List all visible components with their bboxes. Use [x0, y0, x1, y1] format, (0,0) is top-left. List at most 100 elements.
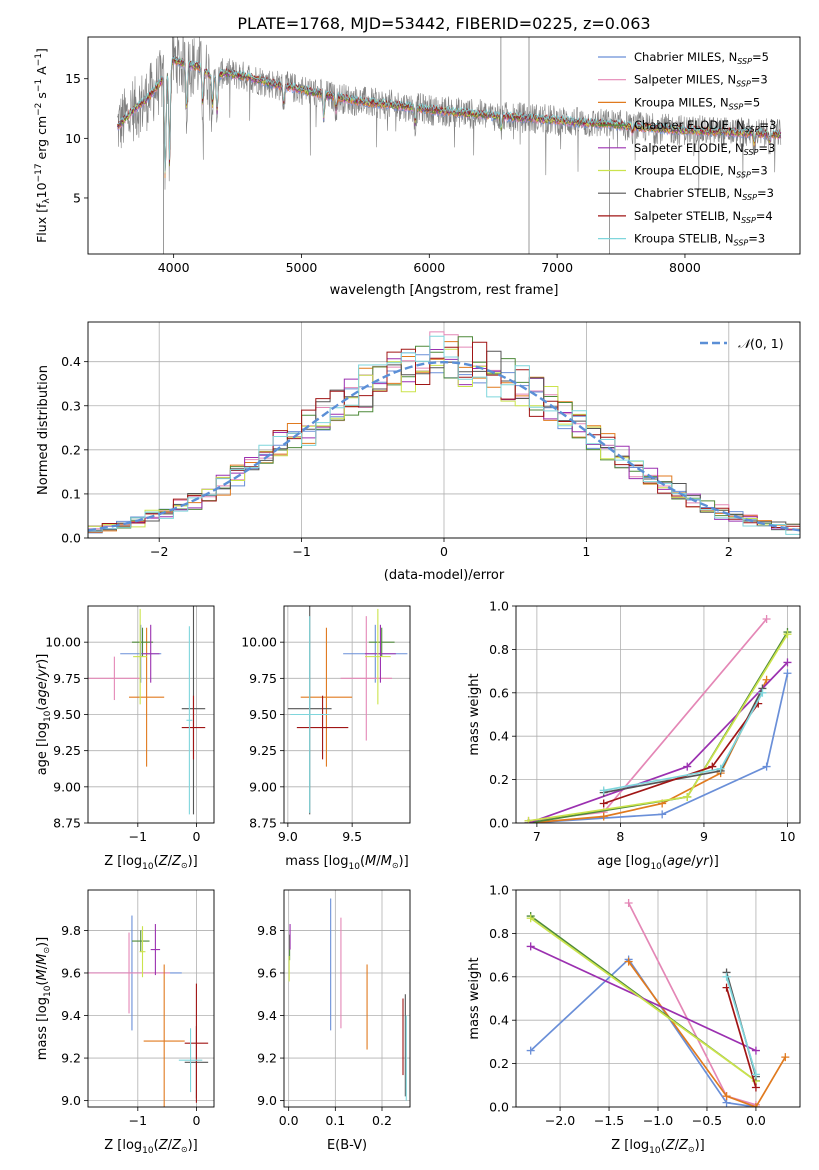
- label-part: SSP: [737, 57, 752, 66]
- mass-weight-marker: [708, 762, 717, 771]
- mass-weight-marker: [781, 1053, 790, 1062]
- y-tick-label: 0.0: [61, 531, 81, 546]
- mass-weight-marker: [758, 688, 767, 697]
- y-tick-label: 9.25: [249, 743, 277, 758]
- label-part: Z: [158, 1138, 169, 1153]
- label-part: age: [667, 854, 691, 869]
- age_vs_mass-panel: 9.0 9.5 8.75 9.00 9.25 9.50 9.75 10.00 mass [log…: [241, 605, 411, 872]
- label-part: =4: [756, 209, 773, 223]
- age_vs_Z-data: [88, 606, 206, 815]
- mass-weight-line: [530, 958, 757, 1107]
- mass-weight-line: [603, 692, 764, 792]
- x-tick-label: 8000: [669, 260, 701, 275]
- residuals-data: [88, 331, 800, 538]
- x-axis-label: age [log10(age/yr)]: [597, 854, 719, 872]
- label-part: age: [35, 681, 50, 705]
- label-part: SSP: [736, 80, 751, 89]
- label-part: yr: [35, 662, 50, 678]
- label-part: =3: [751, 164, 768, 178]
- label-part: −2: [34, 103, 44, 116]
- label-part: mass [log: [285, 854, 348, 869]
- y-tick-label: 9.00: [249, 779, 277, 794]
- y-tick-label: 9.2: [61, 1051, 81, 1066]
- label-part: Z: [158, 854, 169, 869]
- axes-frame: [283, 605, 411, 824]
- y-tick-label: 15: [65, 71, 81, 86]
- label-part: Z: [171, 1138, 182, 1153]
- y-tick-label: 1.0: [489, 883, 509, 898]
- label-part: 10: [142, 1146, 154, 1156]
- label-part: Chabrier ELODIE, N: [634, 118, 745, 132]
- label-part: Salpeter MILES, N: [634, 73, 736, 87]
- x-tick-label: 0.1: [325, 1113, 345, 1128]
- x-tick-label: 9: [700, 829, 708, 844]
- label-part: /: [691, 854, 696, 869]
- label-part: M: [381, 854, 392, 869]
- label-part: Chabrier STELIB, N: [634, 186, 742, 200]
- y-tick-label: 9.75: [249, 671, 277, 686]
- axes-frame: [87, 889, 215, 1108]
- axes-frame: [87, 36, 801, 255]
- legend-label: Salpeter STELIB, NSSP=4: [634, 209, 773, 225]
- label-part: SSP: [745, 125, 760, 134]
- y-tick-label: 0.2: [61, 442, 81, 457]
- x-tick-label: 2: [725, 544, 733, 559]
- mass-weight-marker: [783, 658, 792, 667]
- x-tick-label: 8: [616, 829, 624, 844]
- label-part: λ: [42, 198, 52, 204]
- y-tick-label: 0.8: [489, 926, 509, 941]
- x-tick-label: −1.0: [643, 1113, 673, 1128]
- label-part: (: [35, 980, 50, 985]
- mass-weight-marker: [751, 1070, 760, 1079]
- residuals-xlabel: (data-model)/error: [384, 568, 505, 583]
- mass-weight-marker: [722, 972, 731, 981]
- label-part: mass [log: [35, 997, 50, 1060]
- label-part: 10: [43, 710, 53, 722]
- mass-weight-marker: [624, 957, 633, 966]
- label-part: 10: [650, 862, 662, 872]
- label-part: Z: [665, 1138, 676, 1153]
- label-part: s: [34, 92, 49, 103]
- y-tick-label: 9.75: [53, 671, 81, 686]
- label-part: =5: [752, 50, 769, 64]
- label-part: Z: [678, 1138, 689, 1153]
- mass-weight-line: [627, 961, 787, 1107]
- label-part: 10: [34, 182, 49, 198]
- label-part: (: [661, 1138, 666, 1153]
- mass-weight-line: [530, 945, 757, 1052]
- label-part: Kroupa MILES, N: [634, 95, 729, 109]
- y-tick-label: 9.2: [257, 1051, 277, 1066]
- label-part: age [log: [597, 854, 650, 869]
- mass-weight-marker: [762, 762, 771, 771]
- legend-label: Salpeter MILES, NSSP=3: [634, 73, 768, 89]
- x-tick-label: 0.0: [746, 1113, 766, 1128]
- label-part: Z [log: [104, 1138, 142, 1153]
- label-part: =3: [760, 118, 777, 132]
- y-tick-label: 0.3: [61, 398, 81, 413]
- label-part: (0, 1): [750, 336, 784, 351]
- massweight_vs_age-ylabel: mass weight: [467, 673, 482, 755]
- x-tick-label: 0: [192, 829, 200, 844]
- legend-label: Kroupa STELIB, NSSP=3: [634, 232, 765, 248]
- label-part: Z [log: [611, 1138, 649, 1153]
- label-part: −17: [34, 163, 44, 182]
- label-part: 10: [649, 1146, 661, 1156]
- mass-weight-marker: [683, 762, 692, 771]
- label-part: M: [365, 854, 376, 869]
- label-part: E(B-V): [327, 1138, 367, 1153]
- mass_vs_Z-panel: −1 09.09.29.49.69.8Z [log10(Z/Z⊙)]mass [l…: [35, 889, 215, 1156]
- label-part: SSP: [742, 193, 757, 202]
- label-part: /: [168, 1138, 173, 1153]
- label-part: 10: [43, 985, 53, 997]
- x-tick-label: −2: [150, 544, 168, 559]
- y-tick-label: 9.0: [257, 1093, 277, 1108]
- label-part: −1: [34, 79, 44, 92]
- spectrum-xlabel: wavelength [Angstrom, rest frame]: [330, 283, 559, 298]
- normal-curve: [88, 360, 800, 532]
- residuals-ylabel: Normed distribution: [36, 365, 51, 495]
- y-tick-label: 0.6: [489, 969, 509, 984]
- spectrum-ylabel: Flux [fλ10−17 erg cm−2 s−1 A−1]: [34, 48, 52, 243]
- label-part: )]: [35, 937, 50, 947]
